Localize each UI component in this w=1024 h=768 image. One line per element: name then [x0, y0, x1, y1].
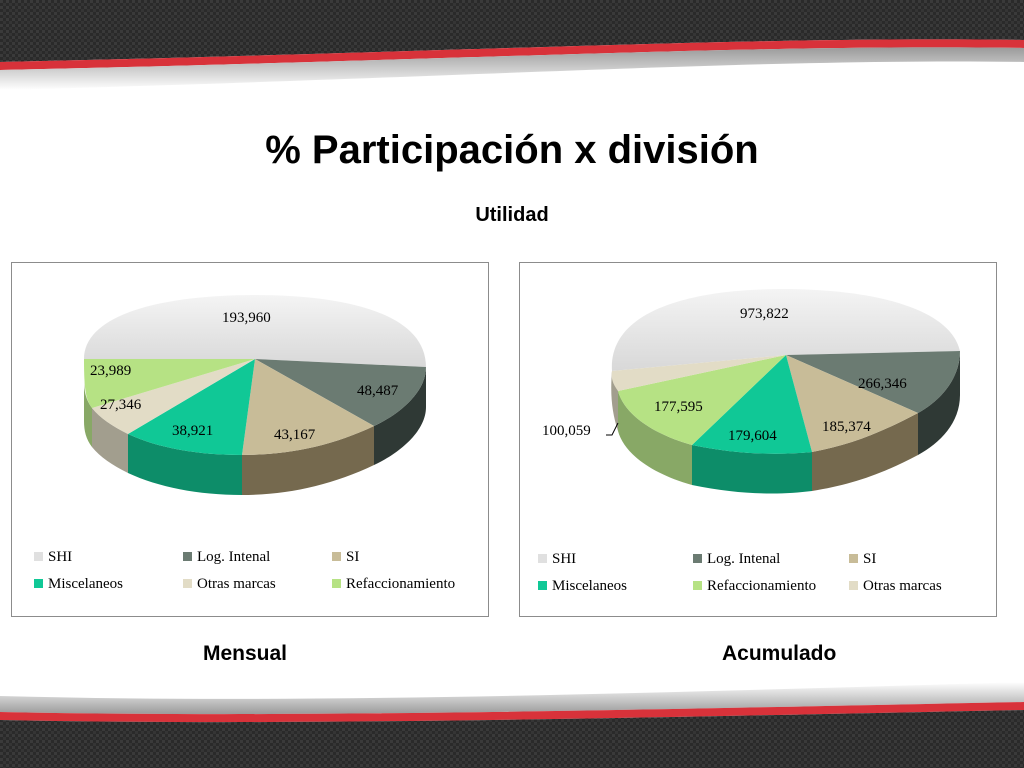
slice-si — [242, 359, 374, 455]
legend-swatch — [849, 581, 858, 591]
slice-refaccionamiento-acum — [618, 355, 786, 445]
slice-otras-marcas-acum — [611, 355, 786, 391]
legend-item-refaccionamiento-acum: Refaccionamiento — [693, 577, 816, 595]
legend-item-miscelaneos-acum: Miscelaneos — [538, 577, 627, 595]
legend-swatch — [34, 552, 43, 562]
pie-chart-acumulado: 973,822 266,346 185,374 179,604 177,595 … — [542, 289, 960, 494]
top-decorative-band — [0, 0, 1024, 90]
legend-swatch — [34, 579, 43, 589]
legend-swatch — [183, 552, 192, 562]
data-label-refaccionamiento: 23,989 — [90, 363, 131, 379]
slice-otras-marcas — [92, 359, 255, 434]
legend-swatch — [183, 579, 192, 589]
legend-swatch — [693, 554, 702, 564]
slice-log-intenal-acum — [786, 351, 960, 413]
slice-side-si — [242, 426, 374, 495]
page-title: % Participación x división — [265, 128, 759, 172]
legend-swatch — [332, 552, 341, 562]
data-label-log-intenal: 48,487 — [357, 383, 399, 399]
slice-shi — [84, 295, 426, 367]
caption-acumulado: Acumulado — [722, 642, 837, 665]
data-label-si-acum: 185,374 — [822, 419, 871, 435]
legend-swatch — [693, 581, 702, 591]
legend-item-refaccionamiento: Refaccionamiento — [332, 575, 455, 593]
legend-swatch — [538, 581, 547, 591]
chart-panel-acumulado: 973,822 266,346 185,374 179,604 177,595 … — [519, 262, 997, 617]
bottom-decorative-band — [0, 682, 1024, 768]
legend-item-si-acum: SI — [849, 550, 876, 568]
data-label-shi-acum: 973,822 — [740, 306, 789, 322]
leader-line-otras-marcas — [606, 422, 619, 436]
data-label-log-intenal-acum: 266,346 — [858, 376, 907, 392]
slice-si-acum — [786, 355, 918, 452]
slice-side-refaccionamiento-acum — [618, 391, 692, 485]
slice-miscelaneos-acum — [692, 355, 812, 454]
legend-mensual: SHI Log. Intenal SI Miscelaneos Otras ma… — [12, 548, 490, 598]
data-label-si: 43,167 — [274, 427, 316, 443]
data-label-refaccionamiento-acum: 177,595 — [654, 399, 703, 415]
slice-shi-acum — [611, 289, 960, 371]
pie-chart-mensual: 193,960 48,487 43,167 38,921 27,346 23,9… — [84, 295, 426, 495]
slice-side-si-acum — [812, 413, 918, 491]
data-label-miscelaneos: 38,921 — [172, 423, 213, 439]
page-subtitle: Utilidad — [475, 204, 549, 226]
slice-side-miscelaneos — [128, 434, 242, 495]
slice-miscelaneos — [128, 359, 255, 455]
data-label-shi: 193,960 — [222, 310, 271, 326]
legend-item-miscelaneos: Miscelaneos — [34, 575, 123, 593]
slice-side-log-intenal — [374, 367, 426, 465]
chart-panel-mensual: 193,960 48,487 43,167 38,921 27,346 23,9… — [11, 262, 489, 617]
data-label-otras-marcas-acum: 100,059 — [542, 423, 591, 439]
legend-swatch — [849, 554, 858, 564]
legend-item-otras-marcas: Otras marcas — [183, 575, 276, 593]
legend-item-log-intenal-acum: Log. Intenal — [693, 550, 780, 568]
slice-side-miscelaneos-acum — [692, 445, 812, 494]
legend-item-si: SI — [332, 548, 359, 566]
data-label-otras-marcas: 27,346 — [100, 397, 142, 413]
slice-side-otras-marcas — [92, 408, 128, 473]
slice-side-refaccionamiento — [84, 381, 92, 447]
legend-swatch — [332, 579, 341, 589]
slice-log-intenal — [255, 359, 426, 426]
legend-item-shi: SHI — [34, 548, 72, 566]
legend-item-shi-acum: SHI — [538, 550, 576, 568]
legend-item-log-intenal: Log. Intenal — [183, 548, 270, 566]
legend-item-otras-marcas-acum: Otras marcas — [849, 577, 942, 595]
legend-acumulado: SHI Log. Intenal SI Miscelaneos Refaccio… — [520, 550, 998, 600]
slice-refaccionamiento — [84, 359, 255, 408]
legend-swatch — [538, 554, 547, 564]
data-label-miscelaneos-acum: 179,604 — [728, 428, 777, 444]
caption-mensual: Mensual — [203, 642, 288, 665]
slice-side-log-intenal-acum — [918, 351, 960, 455]
